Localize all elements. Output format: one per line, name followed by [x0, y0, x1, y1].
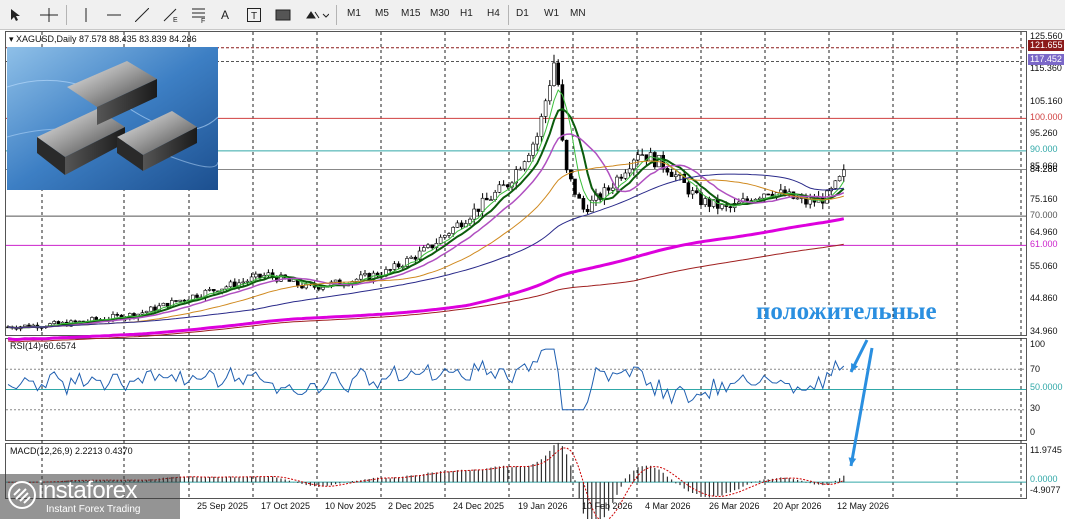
timeframe-h1[interactable]: H1: [460, 8, 473, 19]
price-axis-label: 75.160: [1030, 194, 1058, 204]
price-axis-label: 125.560: [1030, 31, 1063, 41]
timeframe-m5[interactable]: M5: [375, 8, 389, 19]
crosshair-icon[interactable]: [38, 5, 60, 25]
timeframe-w1[interactable]: W1: [544, 8, 559, 19]
price-axis-label: 55.060: [1030, 261, 1058, 271]
macd-axis-label: 11.9745: [1030, 445, 1062, 455]
date-label: 17 Oct 2025: [261, 501, 311, 511]
svg-text:T: T: [251, 11, 257, 22]
text-label-icon[interactable]: T: [246, 5, 262, 25]
rsi-axis-label: 30: [1030, 403, 1041, 413]
fibo-fan-icon[interactable]: F: [190, 5, 208, 25]
price-header-text: XAGUSD,Daily 87.578 88.435 83.839 84.286: [16, 34, 197, 44]
shapes-icon[interactable]: [304, 5, 330, 25]
level-tag: 61.000: [1030, 239, 1058, 249]
date-label: 2 Dec 2025: [388, 501, 435, 511]
toolbar: E F A T M1 M5 M15 M30 H1 H4 D1 W1 MN: [0, 0, 1065, 30]
logo-name: instaforex: [38, 477, 138, 504]
date-label: 12 May 2026: [837, 501, 890, 511]
timeframe-m1[interactable]: M1: [347, 8, 361, 19]
level-tag: 117.452: [1028, 54, 1064, 65]
date-label: 10 Nov 2025: [325, 501, 377, 511]
level-tag: 90.000: [1030, 144, 1058, 154]
level-tag: 100.000: [1030, 112, 1063, 122]
date-label: 19 Jan 2026: [518, 501, 568, 511]
rsi-axis-label: 100: [1030, 339, 1046, 349]
rsi-pane[interactable]: [5, 338, 1027, 441]
rsi-axis-label: 70: [1030, 364, 1041, 374]
date-label: 24 Dec 2025: [453, 501, 505, 511]
trend-line-icon[interactable]: [134, 5, 150, 25]
price-axis-label: 95.260: [1030, 128, 1058, 138]
current-price-tag: 84.286: [1030, 164, 1058, 174]
silver-bars-image: [6, 47, 219, 190]
timeframe-mn[interactable]: MN: [570, 8, 586, 19]
text-icon[interactable]: A: [220, 8, 229, 22]
price-axis-label: 64.960: [1030, 227, 1058, 237]
date-label: 26 Mar 2026: [709, 501, 760, 511]
fibonacci-icon[interactable]: E: [162, 5, 180, 25]
rsi-axis-label: 0: [1030, 427, 1036, 437]
price-axis-label: 115.360: [1030, 63, 1062, 73]
date-label: 25 Sep 2025: [197, 501, 249, 511]
timeframe-m30[interactable]: M30: [430, 8, 450, 19]
logo-icon: [8, 481, 36, 509]
horizontal-line-icon[interactable]: [106, 5, 122, 25]
cursor-icon[interactable]: [8, 5, 24, 25]
price-axis-label: 34.960: [1030, 326, 1058, 336]
price-axis-label: 105.160: [1030, 96, 1063, 106]
rsi-level-tag: 50.0000: [1030, 382, 1063, 392]
level-tag: 70.000: [1030, 210, 1058, 220]
level-tag: 121.655: [1028, 40, 1064, 51]
annotation-text: положительные: [756, 298, 937, 325]
macd-axis-label: -4.9077: [1030, 485, 1061, 495]
date-label: 4 Mar 2026: [645, 501, 691, 511]
price-axis-label: 44.860: [1030, 293, 1058, 303]
macd-zero-tag: 0.0000: [1030, 474, 1058, 484]
instaforex-logo: instaforex Instant Forex Trading: [0, 474, 180, 519]
timeframe-d1[interactable]: D1: [516, 8, 529, 19]
price-axis-label: 85.060: [1030, 161, 1058, 171]
svg-text:F: F: [201, 18, 205, 23]
date-label: 20 Apr 2026: [773, 501, 822, 511]
collapse-arrow-icon[interactable]: ▾: [9, 34, 14, 44]
timeframe-h4[interactable]: H4: [487, 8, 500, 19]
rsi-header: RSI(14) 60.6574: [10, 341, 77, 351]
logo-tagline: Instant Forex Trading: [46, 504, 141, 515]
rectangle-icon[interactable]: [274, 5, 292, 25]
price-header: ▾ XAGUSD,Daily 87.578 88.435 83.839 84.2…: [9, 34, 197, 45]
timeframe-m15[interactable]: M15: [401, 8, 421, 19]
vertical-line-icon[interactable]: [80, 5, 92, 25]
date-label: 10 Feb 2026: [582, 501, 633, 511]
macd-header: MACD(12,26,9) 2.2213 0.4370: [10, 446, 133, 456]
svg-text:E: E: [173, 17, 178, 23]
